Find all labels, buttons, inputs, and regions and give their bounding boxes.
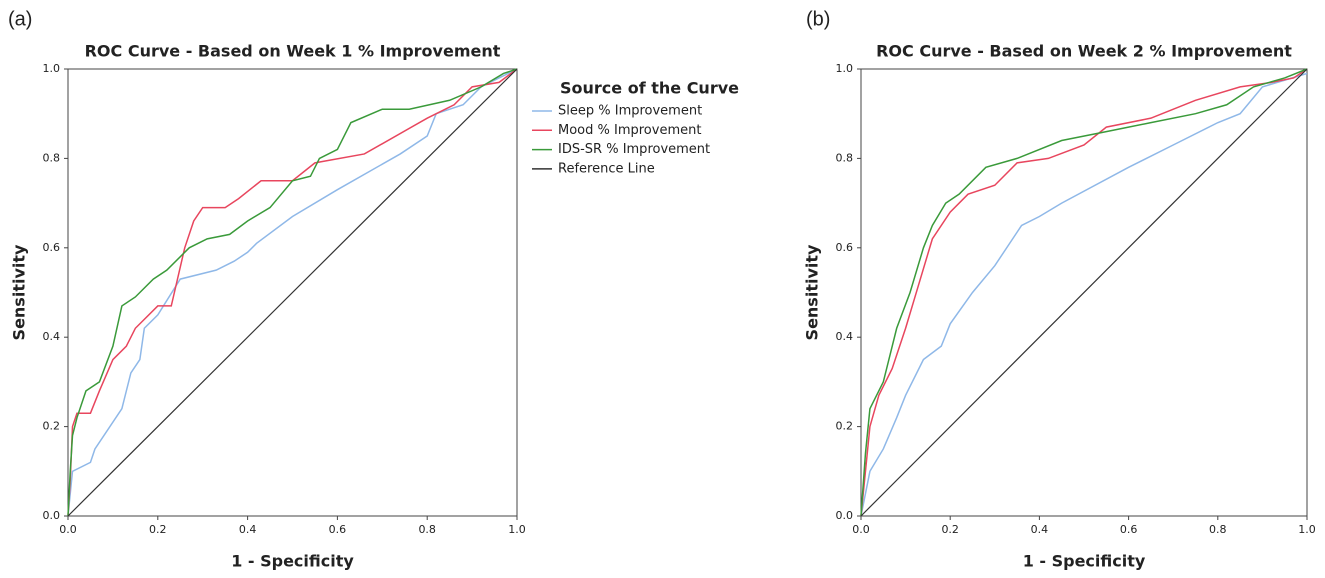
- y-tick-label: 0.6: [43, 241, 61, 254]
- y-tick-label: 1.0: [836, 62, 854, 75]
- x-tick-label: 0.2: [941, 523, 959, 536]
- roc-curve: [67, 68, 518, 517]
- x-tick-label: 0.8: [1209, 523, 1227, 536]
- y-tick-label: 1.0: [43, 62, 61, 75]
- x-axis-label: 1 - Specificity: [1023, 552, 1146, 571]
- x-tick-label: 0.0: [852, 523, 870, 536]
- panel-label: (a): [8, 8, 32, 30]
- roc-curve: [67, 68, 518, 517]
- plot-frame: [860, 68, 1308, 517]
- roc-curve: [67, 68, 518, 517]
- y-tick-label: 0.8: [836, 151, 854, 164]
- legend-label: Sleep % Improvement: [558, 104, 702, 119]
- roc-curve: [860, 68, 1308, 517]
- y-tick-label: 0.0: [836, 509, 854, 522]
- x-tick-label: 0.4: [1031, 523, 1049, 536]
- x-tick-label: 0.6: [1120, 523, 1138, 536]
- x-axis-label: 1 - Specificity: [231, 552, 354, 571]
- panel-label: (b): [806, 8, 830, 30]
- y-tick-label: 0.6: [836, 241, 854, 254]
- y-tick-label: 0.2: [836, 420, 854, 433]
- y-tick-label: 0.2: [43, 420, 61, 433]
- y-tick-label: 0.8: [43, 151, 61, 164]
- roc-curve: [860, 68, 1308, 517]
- chart-title: ROC Curve - Based on Week 2 % Improvemen…: [876, 42, 1292, 61]
- y-tick-label: 0.4: [836, 330, 854, 343]
- legend-label: IDS-SR % Improvement: [558, 142, 710, 157]
- x-tick-label: 0.8: [418, 523, 436, 536]
- roc-curve: [860, 68, 1308, 517]
- y-tick-label: 0.0: [43, 509, 61, 522]
- x-tick-label: 1.0: [508, 523, 526, 536]
- x-tick-label: 0.0: [59, 523, 77, 536]
- plot-frame: [67, 68, 518, 517]
- y-axis-label: Sensitivity: [10, 244, 29, 340]
- y-axis-label: Sensitivity: [803, 244, 822, 340]
- x-tick-label: 0.4: [239, 523, 257, 536]
- roc-curve: [860, 72, 1308, 517]
- chart-title: ROC Curve - Based on Week 1 % Improvemen…: [85, 42, 501, 61]
- roc-curve: [67, 68, 518, 517]
- x-tick-label: 0.6: [329, 523, 347, 536]
- y-tick-label: 0.4: [43, 330, 61, 343]
- x-tick-label: 0.2: [149, 523, 167, 536]
- legend-title: Source of the Curve: [560, 79, 739, 98]
- legend-label: Reference Line: [558, 161, 655, 176]
- legend-label: Mood % Improvement: [558, 123, 701, 138]
- x-tick-label: 1.0: [1298, 523, 1316, 536]
